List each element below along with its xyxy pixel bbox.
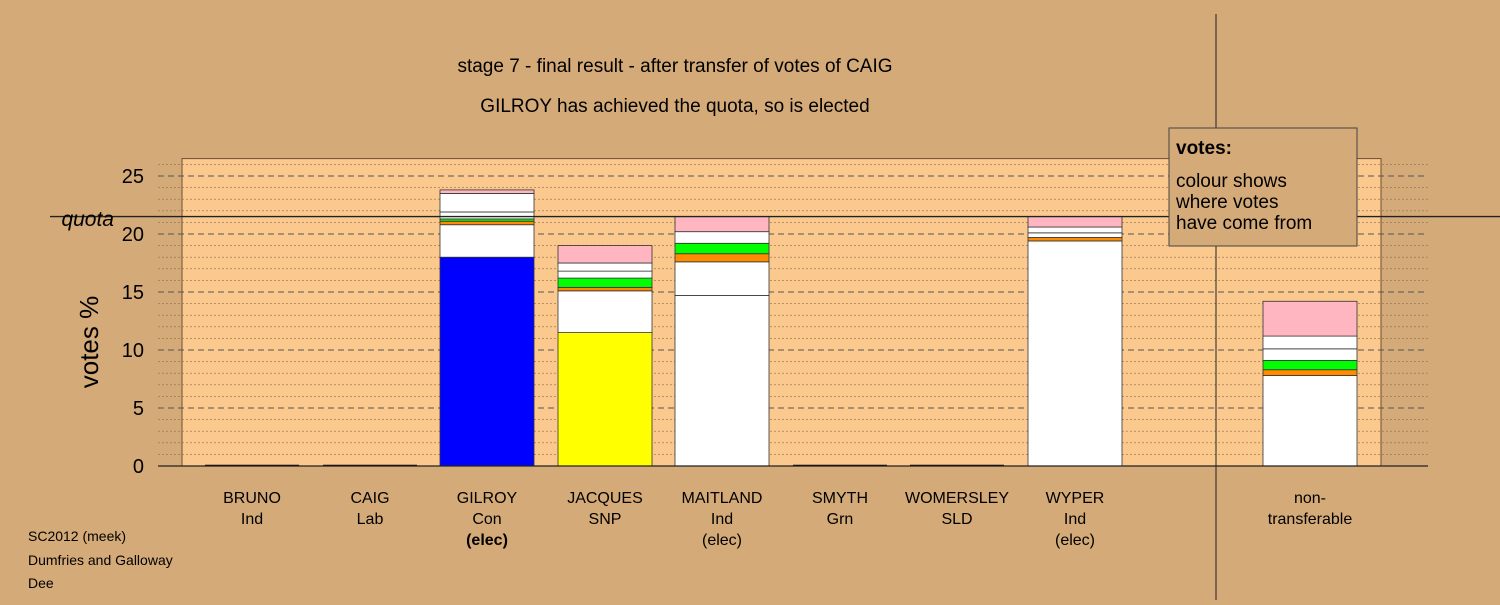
x-label-status: (elec) [466,532,508,549]
y-tick-label: 5 [133,398,144,420]
x-label-name: SMYTH [812,490,868,507]
y-tick-label: 15 [122,282,144,304]
x-label-party: Ind [1064,511,1086,528]
bar-segment-jacques-2 [557,286,653,292]
bar-segment-jacques-0 [557,332,653,467]
bar-segment-wyper-1 [1027,237,1123,242]
bar-segment-gilroy-1 [439,224,535,258]
legend-box: votes: colour shows where votes have com… [1168,127,1358,247]
x-label-name: CAIG [350,490,389,507]
x-label-name: MAITLAND [682,490,763,507]
bar-segment-gilroy-0 [439,256,535,467]
bar-segment-maitland-1 [674,261,770,296]
bar-segment-wyper-2 [1027,232,1123,238]
legend-line-3: have come from [1176,213,1312,234]
bar-segment-non-3 [1262,348,1358,361]
chart-subtitle: GILROY has achieved the quota, so is ele… [480,96,869,117]
y-axis-label: votes % [74,296,104,389]
x-label-name: WOMERSLEY [905,490,1009,507]
bar-segment-gilroy-4 [439,211,535,220]
bar-segment-non-4 [1262,335,1358,350]
x-label-status: (elec) [1055,532,1095,549]
x-label-party: Ind [711,511,733,528]
bar-segment-jacques-3 [557,277,653,288]
quota-label: quota [61,208,114,231]
bar-segment-maitland-0 [674,295,770,467]
x-label-name: GILROY [457,490,518,507]
x-label-party: Con [472,511,501,528]
bar-segment-gilroy-6 [439,189,535,194]
x-label-party: Ind [241,511,263,528]
bar-segment-non-0 [1262,375,1358,467]
x-label-party: Lab [357,511,384,528]
bar-segment-gilroy-2 [439,220,535,226]
legend-line-2: where votes [1175,192,1278,213]
bar-segment-non-5 [1262,300,1358,337]
bar-segment-maitland-5 [674,216,770,233]
bar-segment-non-2 [1262,360,1358,371]
x-label-name: WYPER [1046,490,1105,507]
bar-segment-maitland-3 [674,242,770,255]
bar-segment-maitland-2 [674,253,770,263]
x-label-party: Grn [827,511,854,528]
x-label-name: BRUNO [223,490,281,507]
chart-title: stage 7 - final result - after transfer … [457,56,892,77]
y-tick-label: 25 [122,166,144,188]
bar-segment-jacques-5 [557,262,653,272]
bar-segment-wyper-3 [1027,226,1123,234]
y-tick-label: 10 [122,340,144,362]
footer-method: SC2012 (meek) [28,528,126,544]
bar-segment-wyper-0 [1027,240,1123,467]
x-label-party: SLD [941,511,972,528]
bar-segment-jacques-6 [557,245,653,264]
y-tick-label: 0 [133,456,144,478]
x-label-status: (elec) [702,532,742,549]
footer-council: Dumfries and Galloway [28,552,173,568]
legend-line-1: colour shows [1176,171,1287,192]
bar-segment-wyper-4 [1027,216,1123,228]
bar-segment-gilroy-5 [439,192,535,213]
bar-segment-jacques-1 [557,290,653,333]
bar-segment-jacques-4 [557,270,653,279]
x-label-party: SNP [589,511,622,528]
legend-frame [1168,127,1358,247]
y-tick-label: 20 [122,224,144,246]
x-label-party: transferable [1268,511,1353,528]
bar-segment-maitland-4 [674,231,770,244]
footer-ward: Dee [28,575,54,591]
legend-heading: votes: [1176,138,1232,159]
x-label-name: non- [1294,490,1326,507]
bar-segment-non-1 [1262,369,1358,376]
x-label-name: JACQUES [567,490,643,507]
